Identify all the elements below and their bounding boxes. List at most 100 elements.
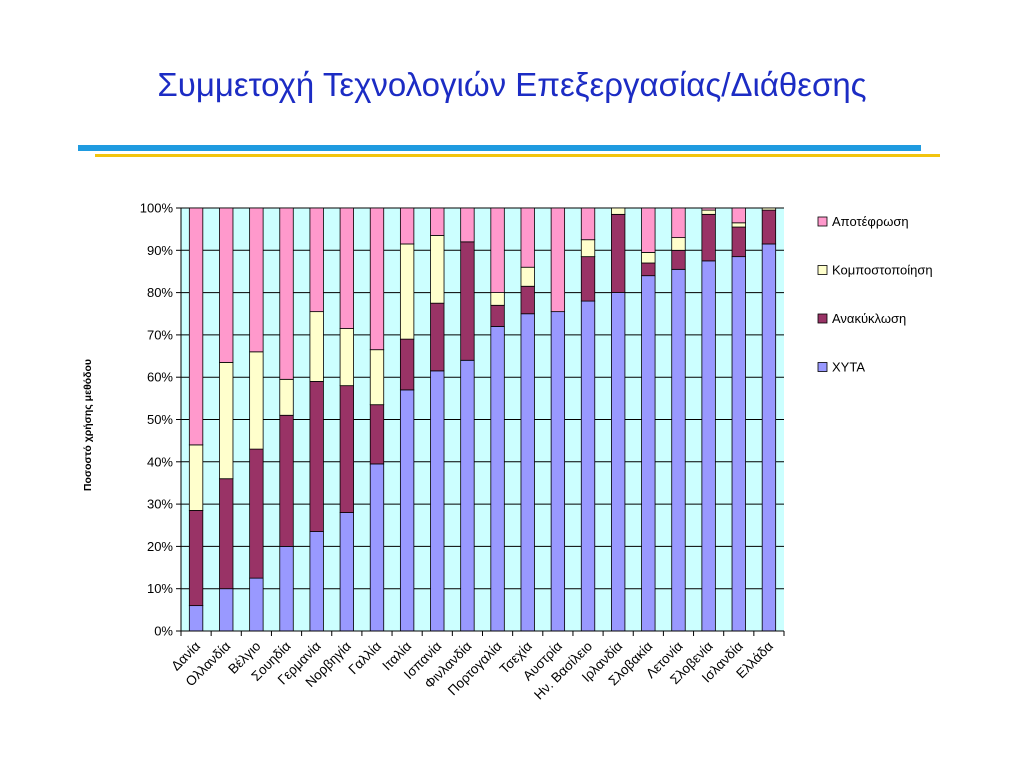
bar-χυτα-17 xyxy=(671,268,686,632)
bar-αποτέφρωση-4 xyxy=(279,207,294,380)
bar-αποτέφρωση-8 xyxy=(399,207,415,245)
bar-χυτα-4 xyxy=(279,546,294,632)
slide-title: Συμμετοχή Τεχνολογιών Επεξεργασίας/Διάθε… xyxy=(157,66,867,103)
bar-χυτα-5 xyxy=(309,531,324,632)
bar-ανακύκλωση-8 xyxy=(399,338,415,391)
bar-ανακύκλωση-17 xyxy=(671,249,686,270)
bar-κομποστοποίηση-14 xyxy=(580,239,596,258)
legend-swatch xyxy=(817,313,828,324)
bar-αποτέφρωση-10 xyxy=(460,207,475,243)
bar-χυτα-1 xyxy=(188,605,204,632)
y-tick-label: 80% xyxy=(147,285,173,300)
bar-ανακύκλωση-15 xyxy=(611,213,626,293)
legend-label: Αποτέφρωση xyxy=(832,214,909,229)
bar-ανακύκλωση-18 xyxy=(701,213,716,262)
y-tick-label: 0% xyxy=(154,624,173,639)
y-axis: 0% 10% 20% 30% 40% 50% 60% 70% 80% 90% 100% xyxy=(140,201,182,639)
legend: Αποτέφρωση Κομποστοποίηση Ανακύκλωση ΧΥΤΑ xyxy=(817,214,933,375)
y-tick-label: 70% xyxy=(147,327,173,342)
title-divider-blue xyxy=(78,145,921,151)
bar-αποτέφρωση-17 xyxy=(671,207,686,239)
bar-χυτα-20 xyxy=(761,243,777,632)
bar-χυτα-7 xyxy=(369,463,385,632)
y-tick-label: 10% xyxy=(147,581,173,596)
bar-κομποστοποίηση-4 xyxy=(279,378,294,416)
y-tick-label: 60% xyxy=(147,370,173,385)
bar-χυτα-2 xyxy=(219,588,234,632)
legend-swatch xyxy=(817,265,828,275)
y-tick-label: 100% xyxy=(140,201,174,216)
bar-ανακύκλωση-14 xyxy=(580,256,596,302)
bar-κομποστοποίηση-15 xyxy=(611,207,626,215)
bar-χυτα-19 xyxy=(731,256,746,632)
legend-label: Κομποστοποίηση xyxy=(832,263,933,278)
bar-χυτα-14 xyxy=(580,300,596,632)
bar-αποτέφρωση-3 xyxy=(249,207,264,353)
bar-αποτέφρωση-9 xyxy=(430,207,445,236)
bar-κομποστοποίηση-6 xyxy=(339,328,354,387)
bar-κομποστοποίηση-1 xyxy=(188,444,204,511)
plot-area xyxy=(181,207,784,632)
legend-item-κομποστοποίηση: Κομποστοποίηση xyxy=(817,263,933,278)
legend-item-ανακύκλωση: Ανακύκλωση xyxy=(817,311,906,326)
bar-χυτα-18 xyxy=(701,260,716,632)
bar-χυτα-9 xyxy=(430,370,445,632)
bar-αποτέφρωση-19 xyxy=(731,207,746,224)
bar-κομποστοποίηση-19 xyxy=(731,222,746,228)
bar-κομποστοποίηση-11 xyxy=(490,292,505,306)
bar-αποτέφρωση-12 xyxy=(520,207,535,268)
bar-ανακύκλωση-11 xyxy=(490,304,505,327)
bar-κομποστοποίηση-2 xyxy=(219,361,234,480)
bar-κομποστοποίηση-7 xyxy=(369,349,385,406)
bar-αποτέφρωση-13 xyxy=(550,207,566,313)
x-axis: ΔανίαΟλλανδίαΒέλγιοΣουηδίαΓερμανίαΝορβηγ… xyxy=(168,630,785,702)
bar-αποτέφρωση-1 xyxy=(188,207,204,446)
bar-χυτα-6 xyxy=(339,512,354,632)
bar-χυτα-8 xyxy=(399,389,415,632)
bar-κομποστοποίηση-17 xyxy=(671,237,686,251)
y-tick-label: 30% xyxy=(147,497,173,512)
bar-ανακύκλωση-2 xyxy=(219,478,234,590)
y-tick-label: 50% xyxy=(147,412,173,427)
bar-χυτα-11 xyxy=(490,326,505,632)
y-axis-title: Ποσοστό χρήσης μεθόδου xyxy=(82,359,94,491)
bar-αποτέφρωση-5 xyxy=(309,207,324,313)
y-tick-label: 90% xyxy=(147,243,173,258)
title-divider-yellow xyxy=(95,154,940,157)
legend-label: Ανακύκλωση xyxy=(832,311,906,326)
bar-ανακύκλωση-16 xyxy=(641,262,656,277)
bar-κομποστοποίηση-16 xyxy=(641,252,656,264)
bar-χυτα-10 xyxy=(460,359,475,632)
bar-αποτέφρωση-6 xyxy=(339,207,354,329)
bar-αποτέφρωση-14 xyxy=(580,207,596,241)
bar-χυτα-12 xyxy=(520,313,535,632)
bar-ανακύκλωση-1 xyxy=(188,510,204,607)
bar-ανακύκλωση-4 xyxy=(279,414,294,547)
bar-κομποστοποίηση-5 xyxy=(309,311,324,382)
bar-ανακύκλωση-7 xyxy=(369,404,385,465)
bar-ανακύκλωση-10 xyxy=(460,241,475,361)
bar-αποτέφρωση-11 xyxy=(490,207,505,293)
bar-αποτέφρωση-2 xyxy=(219,207,234,363)
bar-κομποστοποίηση-8 xyxy=(399,243,415,340)
bar-κομποστοποίηση-9 xyxy=(430,235,445,304)
y-tick-label: 20% xyxy=(147,539,173,554)
x-category-label: Γαλλία xyxy=(346,638,385,677)
legend-swatch xyxy=(817,362,828,372)
bar-ανακύκλωση-9 xyxy=(430,302,445,372)
bar-ανακύκλωση-19 xyxy=(731,226,746,258)
bar-αποτέφρωση-16 xyxy=(641,207,656,253)
y-tick-label: 40% xyxy=(147,454,173,469)
legend-swatch xyxy=(817,216,828,227)
bar-ανακύκλωση-12 xyxy=(520,285,535,315)
bar-αποτέφρωση-18 xyxy=(701,207,716,211)
bar-ανακύκλωση-6 xyxy=(339,385,354,513)
bar-χυτα-15 xyxy=(611,292,626,632)
bar-χυτα-13 xyxy=(550,311,566,632)
bar-κομποστοποίηση-18 xyxy=(701,209,716,215)
bar-ανακύκλωση-3 xyxy=(249,448,264,579)
bar-χυτα-3 xyxy=(249,577,264,632)
bar-κομποστοποίηση-12 xyxy=(520,266,535,287)
bar-αποτέφρωση-7 xyxy=(369,207,385,351)
